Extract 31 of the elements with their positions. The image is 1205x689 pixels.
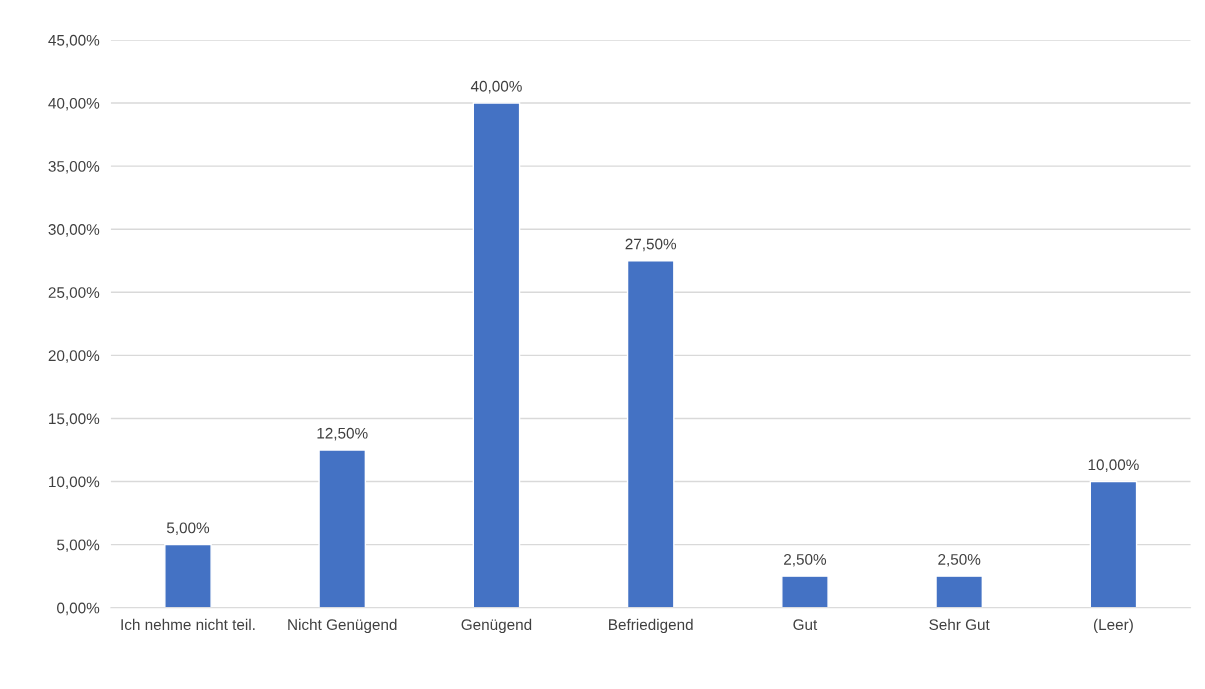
x-tick-label: Nicht Genügend xyxy=(288,618,397,634)
y-tick-label: 30,00% xyxy=(48,224,100,237)
y-tick-label: 40,00% xyxy=(48,97,100,111)
bar xyxy=(318,449,367,608)
x-tick-label: (Leer) xyxy=(1093,618,1133,634)
x-tick-label: Genügend xyxy=(461,618,532,634)
bar xyxy=(626,260,675,608)
x-tick-label: Befriedigend xyxy=(609,618,693,634)
y-tick-label: 25,00% xyxy=(48,287,100,300)
y-tick-label: 5,00% xyxy=(57,539,100,553)
y-tick-label: 0,00% xyxy=(57,602,100,616)
bar xyxy=(935,575,984,608)
x-tick-label: Sehr Gut xyxy=(929,618,990,631)
bar xyxy=(472,102,521,608)
data-label: 12,50% xyxy=(317,427,368,441)
data-label: 27,50% xyxy=(625,238,677,252)
data-label: 2,50% xyxy=(938,553,981,567)
bar xyxy=(1089,480,1138,608)
y-tick-label: 35,00% xyxy=(48,160,100,174)
y-tick-label: 15,00% xyxy=(49,413,100,426)
y-tick-label: 10,00% xyxy=(49,476,100,490)
y-tick-label: 20,00% xyxy=(48,350,100,363)
x-tick-label: Gut xyxy=(793,619,818,631)
y-tick-label: 45,00% xyxy=(48,34,100,48)
data-label: 10,00% xyxy=(1088,459,1139,472)
data-label: 2,50% xyxy=(784,553,827,567)
x-tick-label: Ich nehme nicht teil. xyxy=(121,618,255,631)
data-label: 40,00% xyxy=(470,80,522,94)
bar xyxy=(164,543,212,608)
data-label: 5,00% xyxy=(166,522,210,536)
bar xyxy=(781,575,829,608)
